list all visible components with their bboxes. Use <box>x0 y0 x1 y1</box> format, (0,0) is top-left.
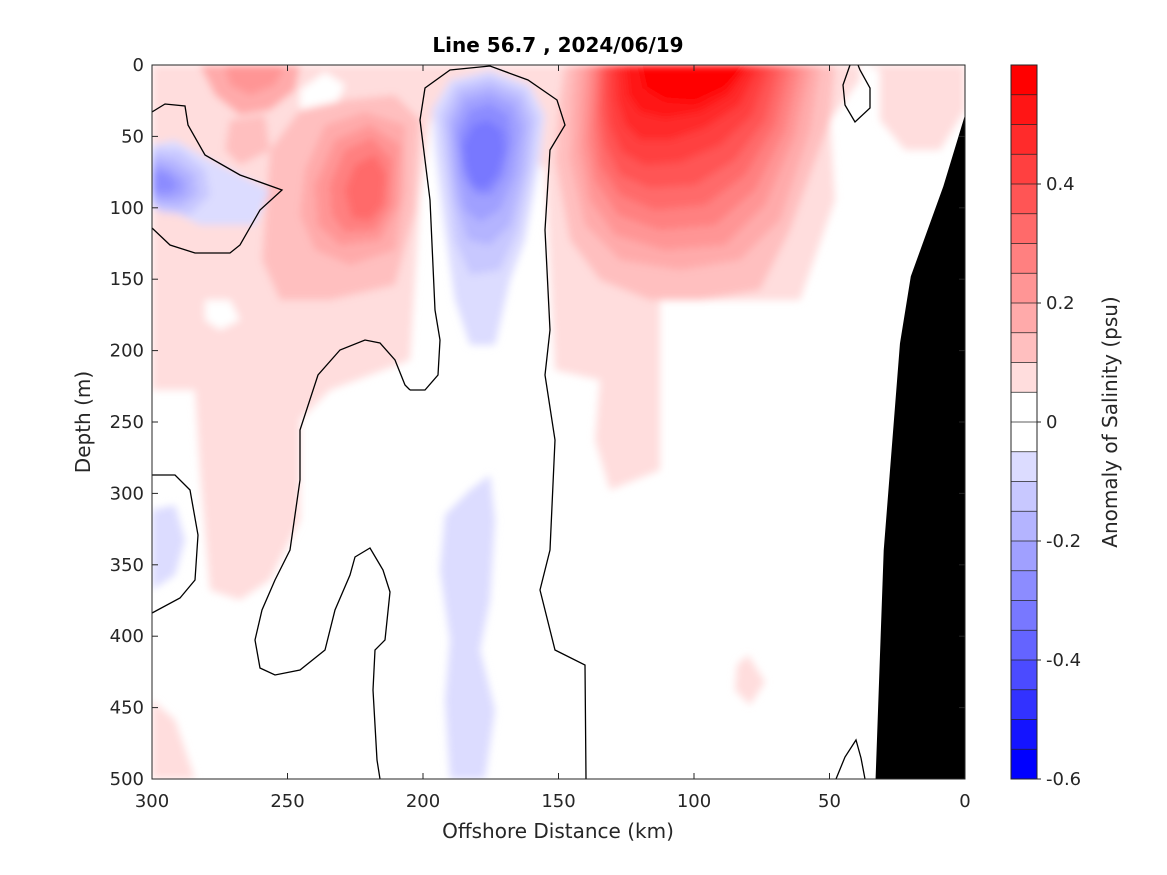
fresh-patch-west-l5 <box>152 170 178 193</box>
colorbar-level <box>1011 154 1037 184</box>
fresh-patch-deep-west <box>152 505 185 590</box>
colorbar <box>1011 64 1037 779</box>
y-tick-label: 500 <box>110 769 144 790</box>
colorbar-label: Anomaly of Salinity (psu) <box>1098 296 1122 547</box>
zero-contour-west-deep <box>152 474 199 614</box>
colorbar-tick-label: -0.4 <box>1046 650 1081 671</box>
zero-contour-coast-surface <box>842 65 871 124</box>
plot-area <box>152 65 965 779</box>
colorbar-level <box>1011 511 1037 541</box>
x-tick-label: 150 <box>541 791 575 812</box>
y-tick-label: 250 <box>110 412 144 433</box>
colorbar-level <box>1011 600 1037 631</box>
colorbar-level <box>1011 541 1037 571</box>
colorbar-level <box>1011 65 1037 95</box>
salty-patch-upper <box>225 115 270 165</box>
zero-contour-interior <box>254 339 411 779</box>
x-tick-label: 0 <box>959 791 970 812</box>
x-tick-label: 100 <box>677 791 711 812</box>
colorbar-level <box>1011 660 1037 690</box>
colorbar-level <box>1011 570 1037 601</box>
colorbar-level <box>1011 481 1037 512</box>
colorbar-level <box>1011 273 1037 303</box>
colorbar-ticks: 0.4 0.2 0 -0.2 -0.4 -0.6 <box>1037 174 1081 790</box>
colorbar-level <box>1011 94 1037 125</box>
y-tick-label: 300 <box>110 483 144 504</box>
colorbar-tick-label: 0.2 <box>1046 293 1075 314</box>
colorbar-level <box>1011 689 1037 720</box>
fresh-tongue-deep <box>440 475 495 779</box>
y-tick-label: 200 <box>110 341 144 362</box>
y-tick-label: 100 <box>110 198 144 219</box>
x-tick-label: 50 <box>818 791 841 812</box>
zero-contour-fresh-core <box>410 65 587 779</box>
x-axis: 300 250 200 150 100 50 0 <box>135 65 971 812</box>
colorbar-tick-label: -0.6 <box>1046 769 1081 790</box>
salty-core-offshore-l5 <box>345 155 386 220</box>
y-tick-label: 350 <box>110 555 144 576</box>
colorbar-level <box>1011 124 1037 155</box>
colorbar-level <box>1011 392 1037 422</box>
x-axis-label: Offshore Distance (km) <box>442 819 674 843</box>
y-tick-label: 0 <box>133 55 144 76</box>
y-tick-label: 400 <box>110 626 144 647</box>
y-tick-label: 450 <box>110 698 144 719</box>
colorbar-level <box>1011 719 1037 750</box>
zero-contours <box>152 65 871 779</box>
zero-contour-west-upper <box>152 103 284 254</box>
y-tick-label: 150 <box>110 269 144 290</box>
x-tick-label: 200 <box>406 791 440 812</box>
salty-patch-surface-l2 <box>225 65 285 95</box>
colorbar-level <box>1011 184 1037 214</box>
salty-core-nearshore-l10 <box>640 65 745 102</box>
weak-salty-region-coast <box>865 65 965 150</box>
y-axis: 0 50 100 150 200 250 300 350 400 450 500 <box>110 55 965 790</box>
colorbar-level <box>1011 362 1037 393</box>
fresh-core-l6 <box>463 120 505 190</box>
colorbar-tick-label: -0.2 <box>1046 531 1081 552</box>
colorbar-level <box>1011 422 1037 452</box>
colorbar-tick-label: 0.4 <box>1046 174 1075 195</box>
zero-contour-coast-deep <box>835 738 866 779</box>
x-tick-label: 300 <box>135 791 169 812</box>
colorbar-level <box>1011 243 1037 274</box>
zero-hole-b <box>205 300 240 330</box>
colorbar-level <box>1011 630 1037 660</box>
colorbar-level <box>1011 749 1037 779</box>
chart-title: Line 56.7 , 2024/06/19 <box>432 33 683 57</box>
weak-salty-patch <box>735 655 765 705</box>
colorbar-level <box>1011 303 1037 333</box>
colorbar-tick-label: 0 <box>1046 412 1057 433</box>
y-tick-label: 50 <box>121 126 144 147</box>
bathymetry-seafloor <box>875 114 965 779</box>
y-axis-label: Depth (m) <box>71 371 95 473</box>
colorbar-level <box>1011 332 1037 363</box>
weak-salty-region-deep <box>152 700 195 779</box>
colorbar-level <box>1011 213 1037 244</box>
x-tick-label: 250 <box>270 791 304 812</box>
colorbar-level <box>1011 451 1037 482</box>
anomaly-fill <box>152 65 965 779</box>
